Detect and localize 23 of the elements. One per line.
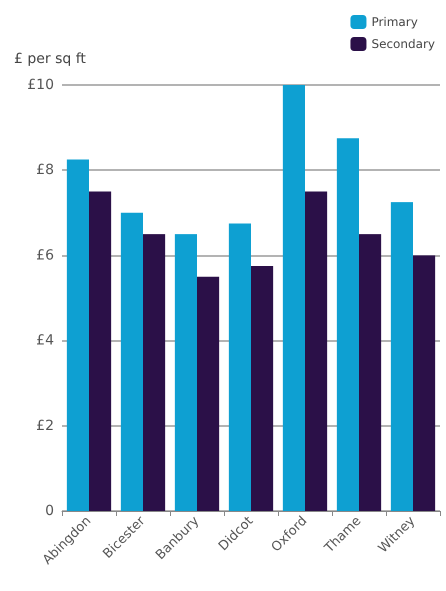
y-tick-label: £8 — [36, 162, 54, 178]
bar — [305, 192, 328, 511]
y-tick-label: 0 — [45, 503, 54, 519]
bar — [66, 160, 89, 511]
y-tick-label: £2 — [36, 418, 54, 434]
bar — [282, 85, 305, 511]
bar — [197, 276, 220, 511]
y-axis-title: £ per sq ft — [14, 51, 86, 67]
bar — [89, 192, 112, 511]
bar — [390, 202, 413, 511]
bar — [143, 234, 166, 511]
y-tick-label: £4 — [36, 332, 54, 349]
legend-label: Secondary — [371, 37, 436, 51]
bar — [228, 223, 251, 511]
y-tick-label: £10 — [27, 77, 54, 93]
bar — [359, 234, 382, 511]
y-tick-label: £6 — [36, 247, 54, 264]
bar — [174, 234, 197, 511]
legend-label: Primary — [371, 15, 418, 29]
bar — [120, 212, 143, 511]
bar — [336, 138, 359, 511]
bar — [413, 255, 436, 511]
bar — [251, 266, 274, 511]
